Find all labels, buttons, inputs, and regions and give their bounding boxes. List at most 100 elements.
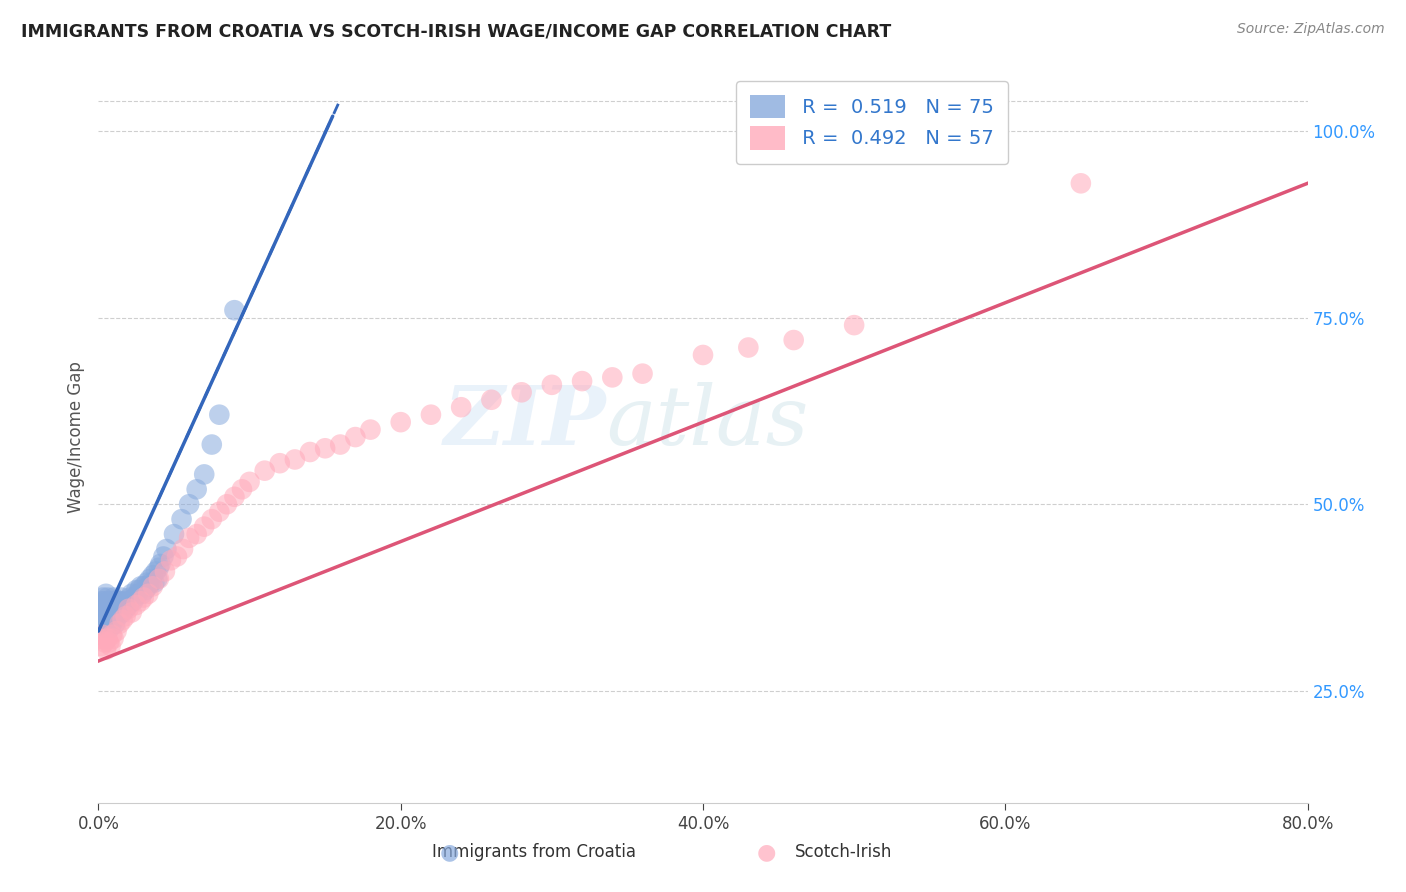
Point [128,583,150,598]
Point [481,392,503,407]
Point [104,601,127,615]
Point [93,606,115,620]
Point [120,591,142,605]
Point [186,527,208,541]
Point [224,490,246,504]
Point [111,613,134,627]
Point [844,318,866,332]
Text: atlas: atlas [606,383,808,462]
Point [329,437,352,451]
Point [91,601,114,615]
Point [110,591,132,605]
Point [145,565,167,579]
Point [101,628,124,642]
Point [208,505,231,519]
Point [193,467,215,482]
Point [510,385,533,400]
Text: Scotch-Irish: Scotch-Irish [794,843,893,861]
Text: Source: ZipAtlas.com: Source: ZipAtlas.com [1237,22,1385,37]
Point [163,527,186,541]
Point [253,464,276,478]
Point [602,370,624,384]
Point [90,606,112,620]
Legend:  R =  0.519   N = 75,  R =  0.492   N = 57: R = 0.519 N = 75, R = 0.492 N = 57 [735,81,1008,163]
Point [540,377,562,392]
Point [108,606,131,620]
Point [125,583,148,598]
Point [101,616,124,631]
Point [98,594,121,608]
Point [96,632,118,646]
Point [420,408,443,422]
Point [142,568,165,582]
Point [193,519,215,533]
Y-axis label: Wage/Income Gap: Wage/Income Gap [66,361,84,513]
Point [692,348,714,362]
Point [314,442,336,456]
Point [201,512,224,526]
Point [450,401,472,415]
Point [153,565,176,579]
Point [105,624,128,639]
Point [94,609,117,624]
Point [98,635,121,649]
Point [160,553,183,567]
Point [101,594,124,608]
Point [107,609,129,624]
Point [284,452,307,467]
Point [208,408,231,422]
Point [360,423,382,437]
Point [90,594,112,608]
Point [571,374,593,388]
Point [136,579,159,593]
Point [96,601,118,615]
Point [89,632,111,646]
Text: Immigrants from Croatia: Immigrants from Croatia [432,843,637,861]
Point [96,591,118,605]
Point [103,591,125,605]
Point [125,598,148,612]
Point [93,616,115,631]
Point [100,598,122,612]
Point [139,572,162,586]
Point [141,575,163,590]
Point [148,572,170,586]
Point [121,587,143,601]
Point [389,415,412,429]
Point [170,512,193,526]
Text: ZIP: ZIP [444,383,606,462]
Point [115,594,138,608]
Point [737,341,759,355]
Point [111,606,134,620]
Point [783,333,806,347]
Point [103,613,125,627]
Point [631,367,654,381]
Point [231,483,253,497]
Point [91,628,114,642]
Point [94,620,117,634]
Point [152,549,174,564]
Point [124,591,146,605]
Point [121,606,143,620]
Point [129,594,152,608]
Point [299,445,322,459]
Point [127,587,149,601]
Text: IMMIGRANTS FROM CROATIA VS SCOTCH-IRISH WAGE/INCOME GAP CORRELATION CHART: IMMIGRANTS FROM CROATIA VS SCOTCH-IRISH … [21,22,891,40]
Point [131,587,153,601]
Point [118,598,141,612]
Point [114,609,136,624]
Point [179,497,201,511]
Point [132,579,155,593]
Point [172,542,194,557]
Point [344,430,367,444]
Point [186,483,208,497]
Point [91,591,114,605]
Point [94,598,117,612]
Point [142,579,165,593]
Point [108,616,131,631]
Point [136,587,159,601]
Point [112,598,135,612]
Point [224,303,246,318]
Point [93,635,115,649]
Point [108,594,131,608]
